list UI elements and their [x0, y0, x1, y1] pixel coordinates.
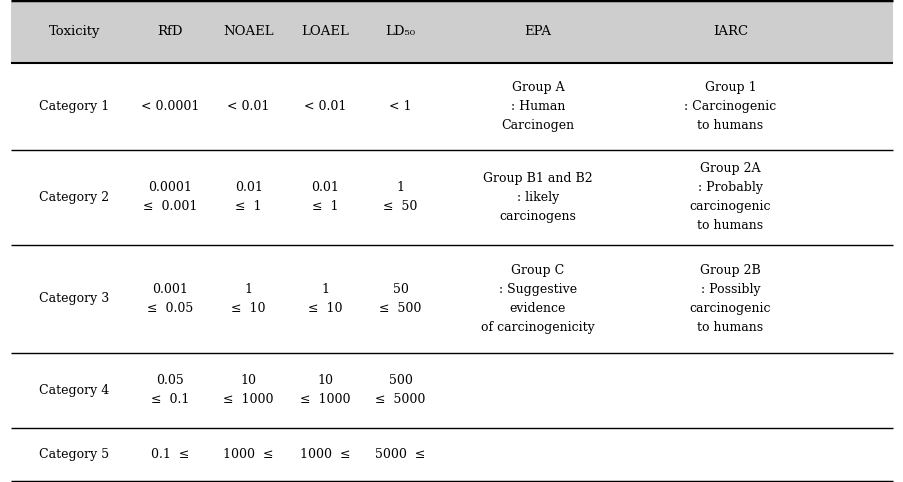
Text: 5000  ≤: 5000 ≤ — [375, 448, 425, 461]
Text: < 1: < 1 — [389, 100, 411, 113]
Text: < 0.01: < 0.01 — [228, 100, 269, 113]
Text: Category 4: Category 4 — [39, 384, 109, 397]
Text: Group 2A
: Probably
carcinogenic
to humans: Group 2A : Probably carcinogenic to huma… — [689, 162, 770, 232]
Text: Group 2B
: Possibly
carcinogenic
to humans: Group 2B : Possibly carcinogenic to huma… — [689, 264, 770, 334]
Text: Category 3: Category 3 — [39, 293, 109, 306]
Text: EPA: EPA — [524, 25, 551, 38]
Text: 1000  ≤: 1000 ≤ — [300, 448, 350, 461]
Text: Group B1 and B2
: likely
carcinogens: Group B1 and B2 : likely carcinogens — [482, 172, 592, 223]
Text: Category 2: Category 2 — [39, 191, 109, 204]
Text: 50
≤  500: 50 ≤ 500 — [379, 283, 421, 315]
Text: LOAEL: LOAEL — [302, 25, 349, 38]
Text: < 0.0001: < 0.0001 — [141, 100, 199, 113]
Text: 0.01
≤  1: 0.01 ≤ 1 — [312, 181, 339, 213]
Text: 10
≤  1000: 10 ≤ 1000 — [300, 375, 350, 406]
Text: 1000  ≤: 1000 ≤ — [223, 448, 274, 461]
Text: Category 5: Category 5 — [39, 448, 109, 461]
Text: 0.001
≤  0.05: 0.001 ≤ 0.05 — [146, 283, 193, 315]
Text: 0.1  ≤: 0.1 ≤ — [151, 448, 189, 461]
Text: Toxicity: Toxicity — [49, 25, 99, 38]
Text: 1
≤  50: 1 ≤ 50 — [383, 181, 417, 213]
Text: 1
≤  10: 1 ≤ 10 — [231, 283, 265, 315]
Text: 500
≤  5000: 500 ≤ 5000 — [375, 375, 425, 406]
Text: RfD: RfD — [157, 25, 182, 38]
Text: Group C
: Suggestive
evidence
of carcinogenicity: Group C : Suggestive evidence of carcino… — [480, 264, 594, 334]
Text: Group 1
: Carcinogenic
to humans: Group 1 : Carcinogenic to humans — [684, 81, 776, 132]
Text: Category 1: Category 1 — [39, 100, 109, 113]
Text: 0.01
≤  1: 0.01 ≤ 1 — [235, 181, 262, 213]
Bar — [11, 0, 892, 63]
Text: < 0.01: < 0.01 — [304, 100, 346, 113]
Text: LD₅₀: LD₅₀ — [385, 25, 415, 38]
Text: IARC: IARC — [712, 25, 747, 38]
Text: 10
≤  1000: 10 ≤ 1000 — [223, 375, 274, 406]
Text: 1
≤  10: 1 ≤ 10 — [308, 283, 342, 315]
Text: Group A
: Human
Carcinogen: Group A : Human Carcinogen — [501, 81, 573, 132]
Text: 0.0001
≤  0.001: 0.0001 ≤ 0.001 — [143, 181, 197, 213]
Text: NOAEL: NOAEL — [223, 25, 274, 38]
Text: 0.05
≤  0.1: 0.05 ≤ 0.1 — [151, 375, 189, 406]
